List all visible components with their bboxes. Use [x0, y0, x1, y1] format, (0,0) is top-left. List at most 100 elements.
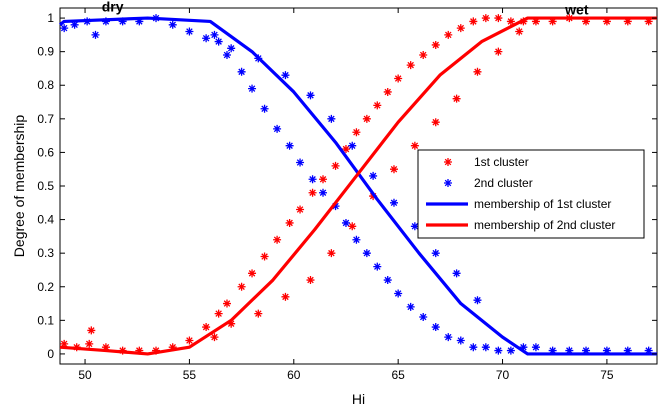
- legend-label: 2nd cluster: [474, 176, 533, 190]
- legend-label: 1st cluster: [474, 155, 529, 169]
- data-point: [602, 346, 611, 355]
- data-point: [281, 292, 290, 301]
- data-point: [582, 17, 591, 26]
- data-point: [419, 312, 428, 321]
- data-point: [481, 14, 490, 23]
- data-point: [431, 249, 440, 258]
- data-point: [452, 269, 461, 278]
- data-point: [306, 276, 315, 285]
- legend: 1st cluster 2nd cluster membership of 1st …: [417, 149, 645, 239]
- data-point: [210, 30, 219, 39]
- x-tick-label: 60: [287, 368, 301, 382]
- data-point: [202, 34, 211, 43]
- data-point: [254, 309, 263, 318]
- data-point: [519, 343, 528, 352]
- legend-marker-swatch: [444, 158, 452, 166]
- data-point: [341, 218, 350, 227]
- data-point: [431, 40, 440, 49]
- y-tick-label: 0.9: [37, 45, 54, 59]
- data-point: [352, 235, 361, 244]
- data-point: [222, 299, 231, 308]
- annotation-dry: dry: [102, 0, 124, 14]
- y-tick-label: 0.3: [37, 246, 54, 260]
- data-point: [214, 309, 223, 318]
- y-tick-label: 0.8: [37, 78, 54, 92]
- data-point: [85, 339, 94, 348]
- data-point: [152, 346, 161, 355]
- y-tick-label: 1: [47, 11, 54, 25]
- data-point: [185, 27, 194, 36]
- legend-label: membership of 1st cluster: [474, 197, 611, 211]
- data-point: [444, 333, 453, 342]
- data-point: [406, 61, 415, 70]
- data-point: [168, 343, 177, 352]
- data-point: [644, 346, 653, 355]
- data-point: [70, 20, 79, 29]
- data-point: [101, 343, 110, 352]
- y-tick-label: 0.5: [37, 179, 54, 193]
- data-point: [91, 30, 100, 39]
- data-point: [285, 141, 294, 150]
- data-point: [101, 17, 110, 26]
- data-point: [248, 84, 257, 93]
- data-point: [319, 175, 328, 184]
- data-point: [406, 302, 415, 311]
- y-tick-label: 0.6: [37, 145, 54, 159]
- data-point: [331, 202, 340, 211]
- x-tick-label: 50: [78, 368, 92, 382]
- data-point: [60, 339, 69, 348]
- data-point: [582, 346, 591, 355]
- membership-line-2: [59, 16, 657, 356]
- data-point: [327, 249, 336, 258]
- data-point: [394, 74, 403, 83]
- data-point: [227, 44, 236, 53]
- data-point: [481, 343, 490, 352]
- y-axis-label: Degree of membership: [11, 115, 27, 258]
- data-point: [319, 188, 328, 197]
- data-point: [469, 17, 478, 26]
- data-point: [306, 91, 315, 100]
- data-point: [248, 269, 257, 278]
- data-point: [469, 343, 478, 352]
- data-point: [531, 17, 540, 26]
- data-point: [341, 145, 350, 154]
- y-tick-label: 0: [47, 347, 54, 361]
- data-point: [623, 346, 632, 355]
- y-axis-ticks: 0 0.1 0.2 0.3 0.4 0.5 0.6 0.7 0.8 0.9 1: [37, 11, 657, 361]
- data-point: [260, 104, 269, 113]
- data-point: [369, 171, 378, 180]
- x-tick-label: 65: [391, 368, 405, 382]
- data-point: [452, 94, 461, 103]
- data-point: [548, 346, 557, 355]
- data-point: [362, 249, 371, 258]
- data-point: [383, 276, 392, 285]
- membership-line-1: [58, 16, 657, 356]
- data-point: [168, 20, 177, 29]
- data-point: [373, 101, 382, 110]
- y-tick-label: 0.4: [37, 213, 54, 227]
- data-point: [473, 296, 482, 305]
- data-point: [623, 17, 632, 26]
- legend-box: [417, 149, 645, 239]
- series-2-points: [60, 14, 653, 355]
- data-point: [327, 114, 336, 123]
- data-point: [185, 336, 194, 345]
- data-point: [331, 161, 340, 170]
- data-point: [431, 118, 440, 127]
- data-point: [273, 235, 282, 244]
- data-point: [389, 165, 398, 174]
- data-point: [135, 346, 144, 355]
- data-point: [394, 289, 403, 298]
- data-point: [285, 218, 294, 227]
- data-point: [644, 17, 653, 26]
- data-point: [273, 124, 282, 133]
- data-point: [456, 336, 465, 345]
- y-tick-label: 0.7: [37, 112, 54, 126]
- data-point: [444, 30, 453, 39]
- legend-label: membership of 2nd cluster: [474, 218, 615, 232]
- data-point: [456, 24, 465, 33]
- data-point: [383, 87, 392, 96]
- data-point: [515, 27, 524, 36]
- data-point: [87, 326, 96, 335]
- data-point: [237, 282, 246, 291]
